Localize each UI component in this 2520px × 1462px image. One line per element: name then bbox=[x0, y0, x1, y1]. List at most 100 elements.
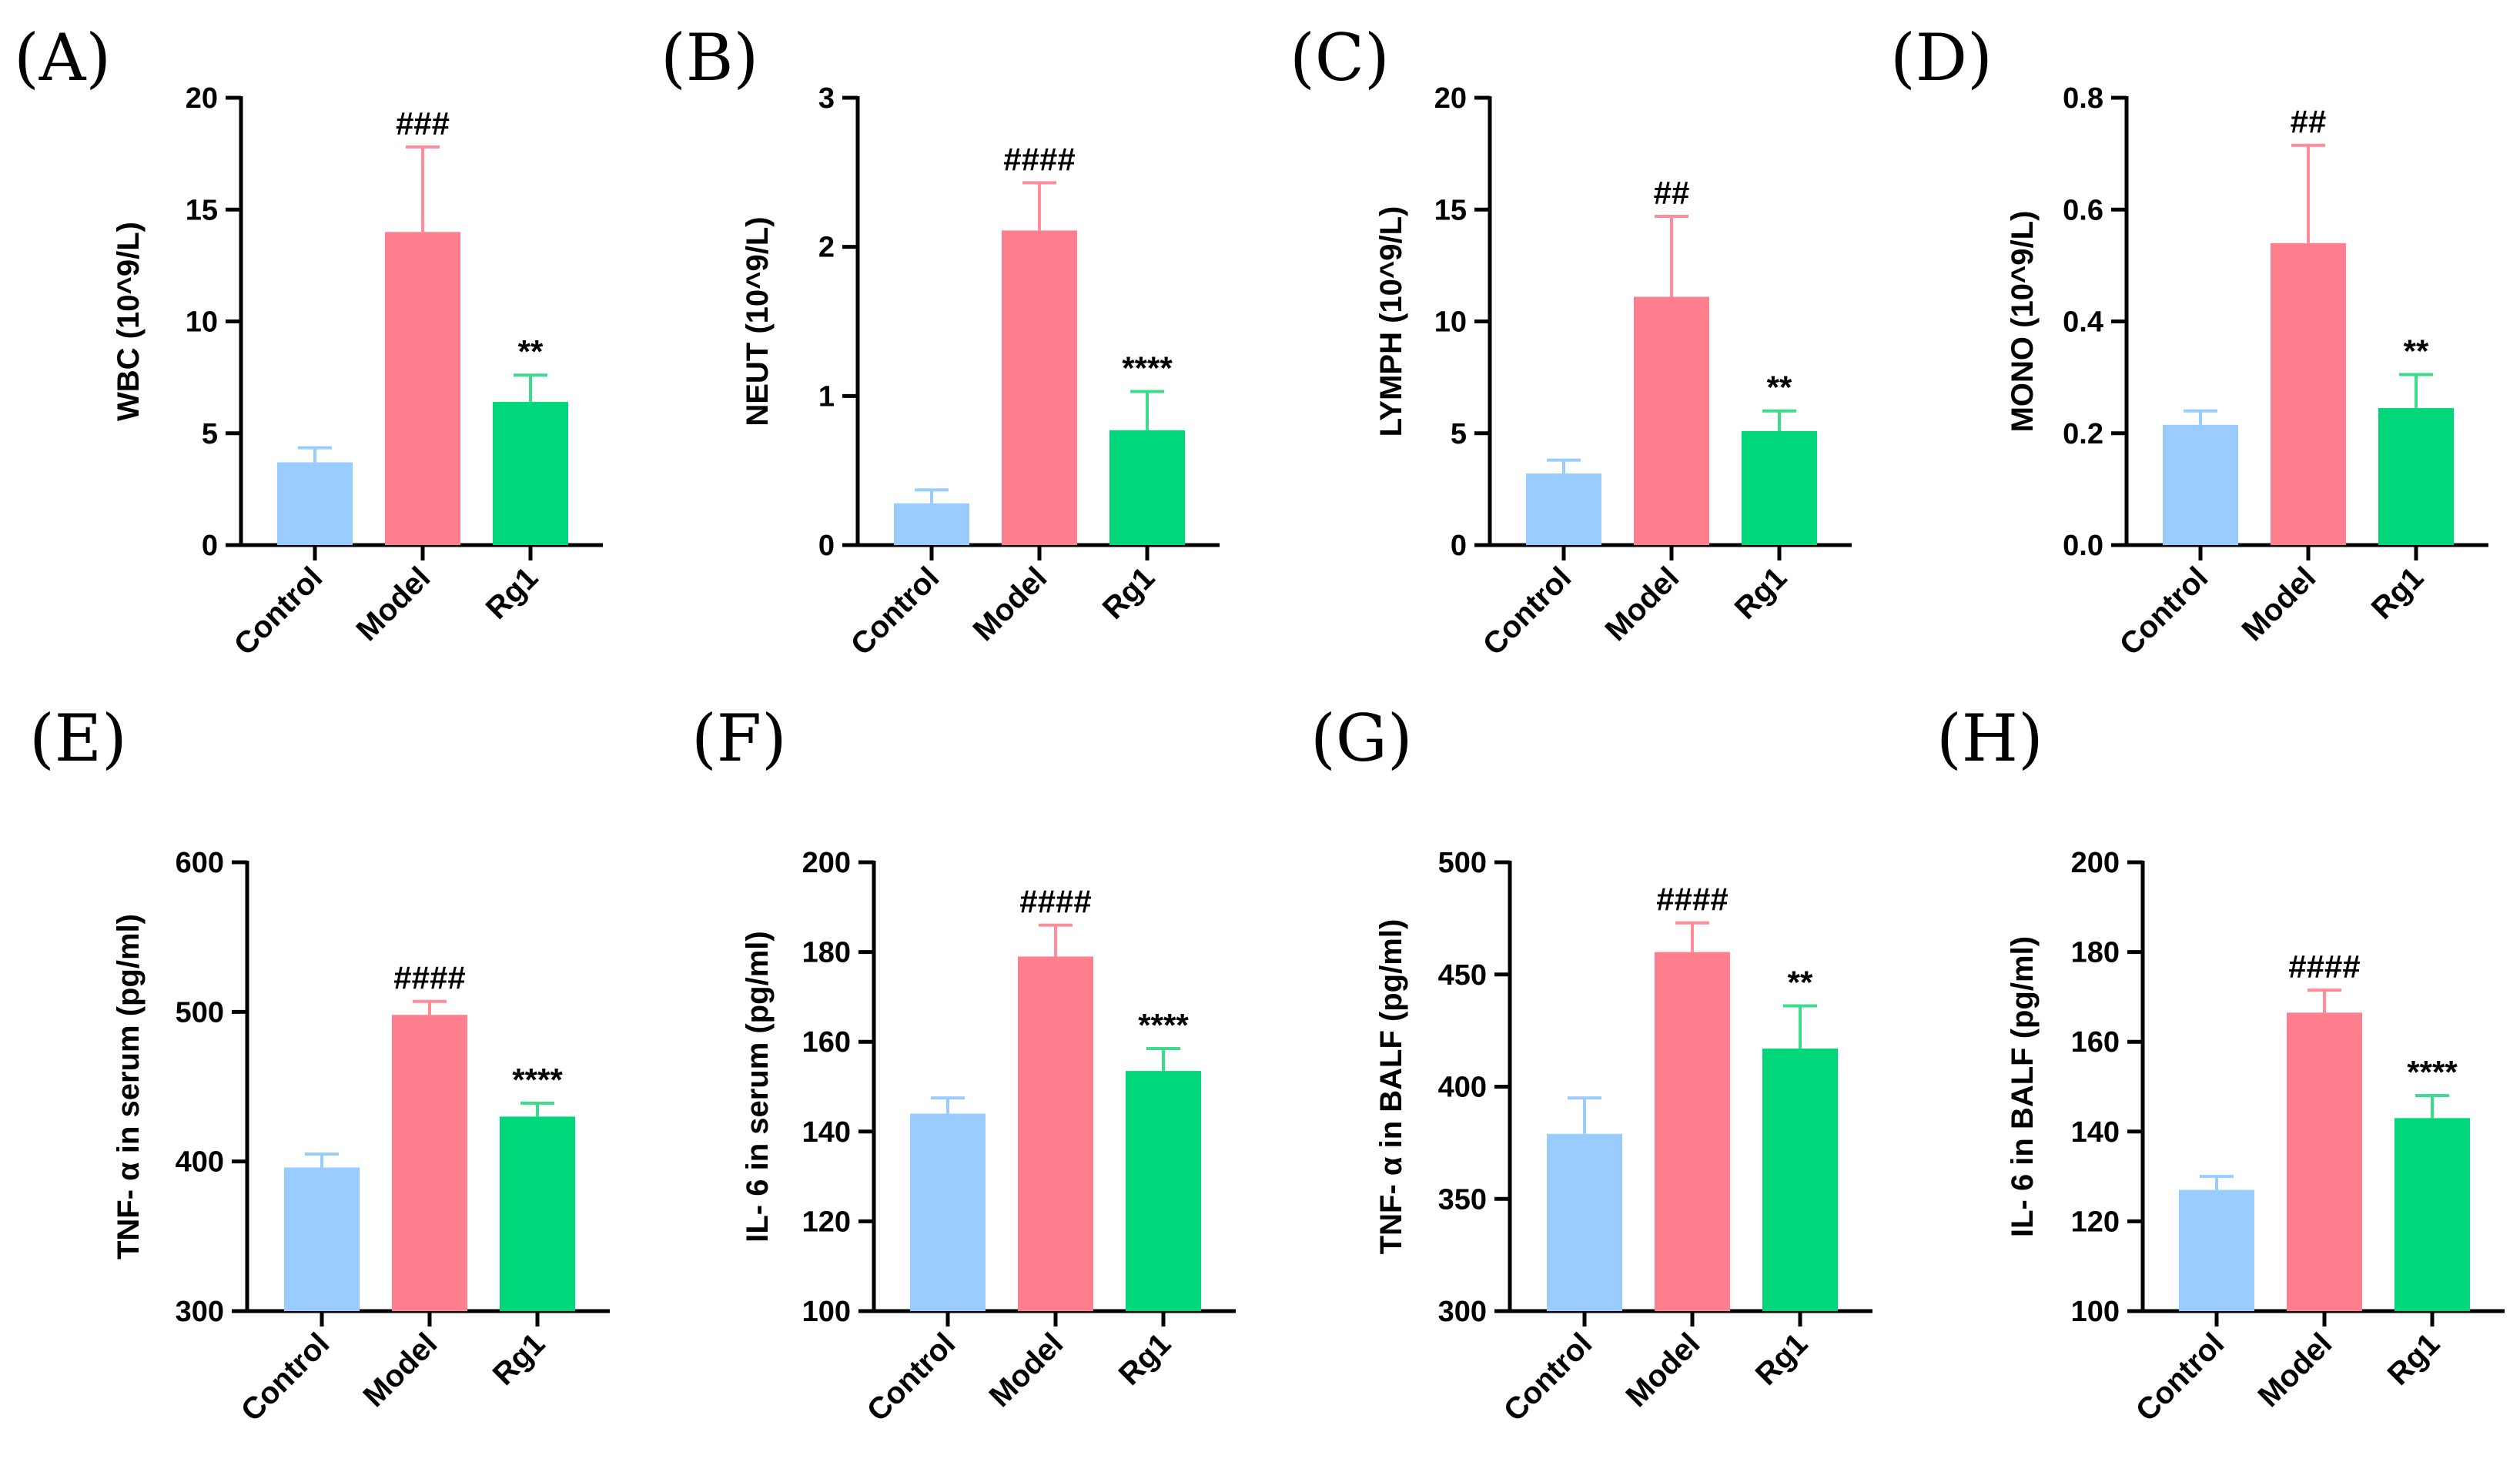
panel-h: (H) IL- 6 in BALF (pg/ml) 100 120 140 160 180 2… bbox=[1936, 701, 2505, 1428]
bar-model bbox=[392, 1015, 467, 1311]
panel-letter: (E) bbox=[29, 701, 127, 776]
y-tick-label: 160 bbox=[802, 1026, 851, 1059]
panel-c: (C) LYMPH (10^9/L) 0 5 10 15 20 Control ## Model *… bbox=[1290, 20, 1852, 662]
significance-label: **** bbox=[512, 1062, 563, 1098]
category-label-control: Control bbox=[845, 560, 946, 662]
y-tick-label: 500 bbox=[1438, 847, 1487, 879]
bar-control bbox=[1547, 1133, 1622, 1311]
y-tick-label: 500 bbox=[176, 996, 224, 1029]
y-tick-label: 20 bbox=[1434, 82, 1467, 115]
significance-label: #### bbox=[1019, 884, 1091, 920]
category-label-rg1: Rg1 bbox=[487, 1327, 552, 1392]
y-tick-label: 200 bbox=[802, 847, 851, 879]
significance-label: ** bbox=[518, 333, 544, 370]
y-axis-label: WBC (10^9/L) bbox=[112, 222, 146, 421]
significance-label: ## bbox=[1654, 175, 1690, 211]
y-tick-label: 300 bbox=[1438, 1296, 1487, 1328]
y-tick-label: 0.8 bbox=[2063, 82, 2103, 115]
y-tick-label: 15 bbox=[186, 194, 218, 226]
y-tick-label: 10 bbox=[1434, 306, 1467, 339]
category-label-control: Control bbox=[2113, 560, 2215, 662]
bar-control bbox=[284, 1167, 360, 1311]
bar-rg1 bbox=[1742, 430, 1817, 545]
y-tick-label: 400 bbox=[176, 1146, 224, 1179]
y-axis-label: NEUT (10^9/L) bbox=[741, 216, 775, 426]
bar-rg1 bbox=[2395, 1118, 2470, 1311]
y-tick-label: 15 bbox=[1434, 194, 1467, 226]
bar-rg1 bbox=[2378, 408, 2454, 545]
category-label-control: Control bbox=[1498, 1327, 1599, 1428]
y-tick-label: 450 bbox=[1438, 959, 1487, 992]
y-tick-label: 200 bbox=[2071, 847, 2120, 879]
category-label-rg1: Rg1 bbox=[2365, 560, 2431, 626]
bar-control bbox=[894, 503, 969, 545]
panel-g: (G) TNF- α in BALF (pg/ml) 300 350 400 450 500… bbox=[1310, 701, 1872, 1428]
bar-control bbox=[277, 462, 353, 545]
panel-letter: (G) bbox=[1310, 701, 1413, 776]
significance-label: #### bbox=[2288, 948, 2360, 985]
y-tick-label: 1 bbox=[818, 380, 835, 413]
panel-letter: (A) bbox=[14, 20, 111, 95]
y-tick-label: 120 bbox=[2071, 1206, 2120, 1238]
y-axis-label: LYMPH (10^9/L) bbox=[1374, 206, 1408, 437]
category-label-model: Model bbox=[357, 1327, 444, 1413]
category-label-control: Control bbox=[235, 1327, 336, 1428]
category-label-model: Model bbox=[2252, 1327, 2339, 1413]
significance-label: **** bbox=[1122, 350, 1173, 386]
panel-d: (D) MONO (10^9/L) 0.0 0.2 0.4 0.6 0.8 Control ##… bbox=[1890, 20, 2488, 662]
category-label-rg1: Rg1 bbox=[1113, 1327, 1178, 1392]
bar-model bbox=[1655, 952, 1730, 1311]
y-tick-label: 0 bbox=[1451, 530, 1467, 562]
panel-b: (B) NEUT (10^9/L) 0 1 2 3 Control #### Model ****… bbox=[661, 20, 1220, 662]
bar-rg1 bbox=[493, 402, 568, 545]
y-tick-label: 5 bbox=[202, 418, 218, 450]
bar-control bbox=[2163, 424, 2238, 545]
significance-label: #### bbox=[1656, 882, 1728, 918]
category-label-control: Control bbox=[1477, 560, 1578, 662]
panel-f: (F) IL- 6 in serum (pg/ml) 100 120 140 160 180… bbox=[691, 701, 1236, 1428]
y-axis-label: TNF- α in serum (pg/ml) bbox=[112, 914, 146, 1260]
bar-model bbox=[2287, 1012, 2362, 1311]
panel-letter: (F) bbox=[691, 701, 787, 776]
bar-model bbox=[1634, 296, 1709, 545]
y-axis-label: MONO (10^9/L) bbox=[2006, 211, 2040, 433]
bar-control bbox=[910, 1113, 986, 1311]
panel-a: (A) WBC (10^9/L) 0 5 10 15 20 Control ### Model **… bbox=[14, 20, 603, 662]
category-label-model: Model bbox=[967, 560, 1054, 647]
y-tick-label: 180 bbox=[802, 937, 851, 969]
category-label-rg1: Rg1 bbox=[1096, 560, 1162, 626]
category-label-control: Control bbox=[861, 1327, 962, 1428]
y-tick-label: 3 bbox=[818, 82, 835, 115]
significance-label: #### bbox=[1003, 141, 1075, 177]
y-tick-label: 600 bbox=[176, 847, 224, 879]
y-tick-label: 120 bbox=[802, 1206, 851, 1238]
significance-label: #### bbox=[393, 960, 465, 996]
bar-model bbox=[1002, 230, 1077, 545]
bar-rg1 bbox=[1109, 430, 1185, 545]
bar-model bbox=[2271, 243, 2346, 545]
panel-letter: (D) bbox=[1890, 20, 1993, 95]
panel-letter: (H) bbox=[1936, 701, 2043, 776]
y-tick-label: 2 bbox=[818, 232, 835, 264]
y-tick-label: 0.2 bbox=[2063, 418, 2103, 450]
panel-letter: (C) bbox=[1290, 20, 1390, 95]
y-tick-label: 300 bbox=[176, 1296, 224, 1328]
y-tick-label: 400 bbox=[1438, 1072, 1487, 1104]
bar-rg1 bbox=[1126, 1071, 1201, 1311]
y-axis-label: TNF- α in BALF (pg/ml) bbox=[1374, 919, 1408, 1255]
category-label-model: Model bbox=[983, 1327, 1070, 1413]
y-axis-label: IL- 6 in BALF (pg/ml) bbox=[2006, 936, 2040, 1237]
category-label-model: Model bbox=[1599, 560, 1686, 647]
y-tick-label: 0.4 bbox=[2063, 306, 2103, 339]
significance-label: ## bbox=[2291, 104, 2327, 140]
category-label-rg1: Rg1 bbox=[480, 560, 545, 626]
y-tick-label: 180 bbox=[2071, 937, 2120, 969]
significance-label: **** bbox=[1138, 1007, 1189, 1043]
y-tick-label: 100 bbox=[2071, 1296, 2120, 1328]
bar-control bbox=[1526, 473, 1601, 545]
y-tick-label: 160 bbox=[2071, 1026, 2120, 1059]
significance-label: ### bbox=[396, 105, 450, 142]
bar-rg1 bbox=[500, 1116, 575, 1311]
category-label-control: Control bbox=[228, 560, 330, 662]
